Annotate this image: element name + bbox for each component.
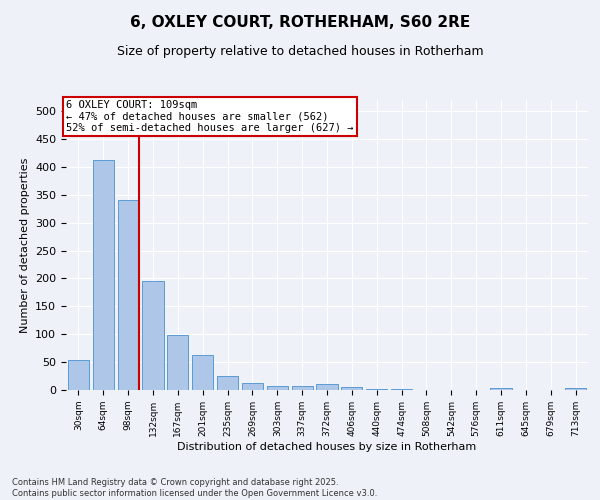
Bar	[267, 386, 288, 390]
Bar	[217, 376, 238, 390]
Bar	[118, 200, 139, 390]
Bar	[167, 336, 188, 390]
Bar	[366, 389, 387, 390]
Bar	[490, 388, 512, 390]
Bar	[565, 388, 586, 390]
Bar	[142, 281, 164, 390]
Bar	[316, 384, 338, 390]
Text: 6, OXLEY COURT, ROTHERHAM, S60 2RE: 6, OXLEY COURT, ROTHERHAM, S60 2RE	[130, 15, 470, 30]
Bar	[192, 355, 213, 390]
Bar	[292, 386, 313, 390]
Bar	[341, 387, 362, 390]
Text: Size of property relative to detached houses in Rotherham: Size of property relative to detached ho…	[116, 45, 484, 58]
Text: 6 OXLEY COURT: 109sqm
← 47% of detached houses are smaller (562)
52% of semi-det: 6 OXLEY COURT: 109sqm ← 47% of detached …	[66, 100, 353, 133]
Y-axis label: Number of detached properties: Number of detached properties	[20, 158, 29, 332]
Text: Contains HM Land Registry data © Crown copyright and database right 2025.
Contai: Contains HM Land Registry data © Crown c…	[12, 478, 377, 498]
Bar	[242, 383, 263, 390]
X-axis label: Distribution of detached houses by size in Rotherham: Distribution of detached houses by size …	[178, 442, 476, 452]
Bar	[68, 360, 89, 390]
Bar	[93, 160, 114, 390]
Bar	[391, 389, 412, 390]
